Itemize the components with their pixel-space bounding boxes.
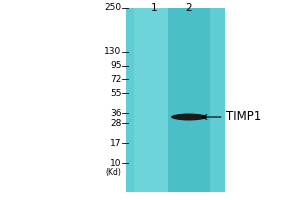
Bar	[126, 8, 225, 192]
Text: 130: 130	[104, 47, 122, 56]
Bar	[168, 8, 210, 192]
Text: 17: 17	[110, 138, 122, 148]
Text: 95: 95	[110, 62, 122, 71]
Text: 2: 2	[186, 3, 192, 13]
Ellipse shape	[171, 114, 207, 120]
Text: 250: 250	[104, 3, 122, 12]
Text: 55: 55	[110, 88, 122, 98]
Text: 28: 28	[110, 118, 122, 128]
Text: 10: 10	[110, 158, 122, 168]
Text: TIMP1: TIMP1	[202, 110, 262, 123]
Text: (Kd): (Kd)	[106, 168, 122, 178]
Text: 1: 1	[151, 3, 158, 13]
Text: 72: 72	[110, 74, 122, 84]
Text: 36: 36	[110, 108, 122, 117]
Bar	[134, 8, 176, 192]
